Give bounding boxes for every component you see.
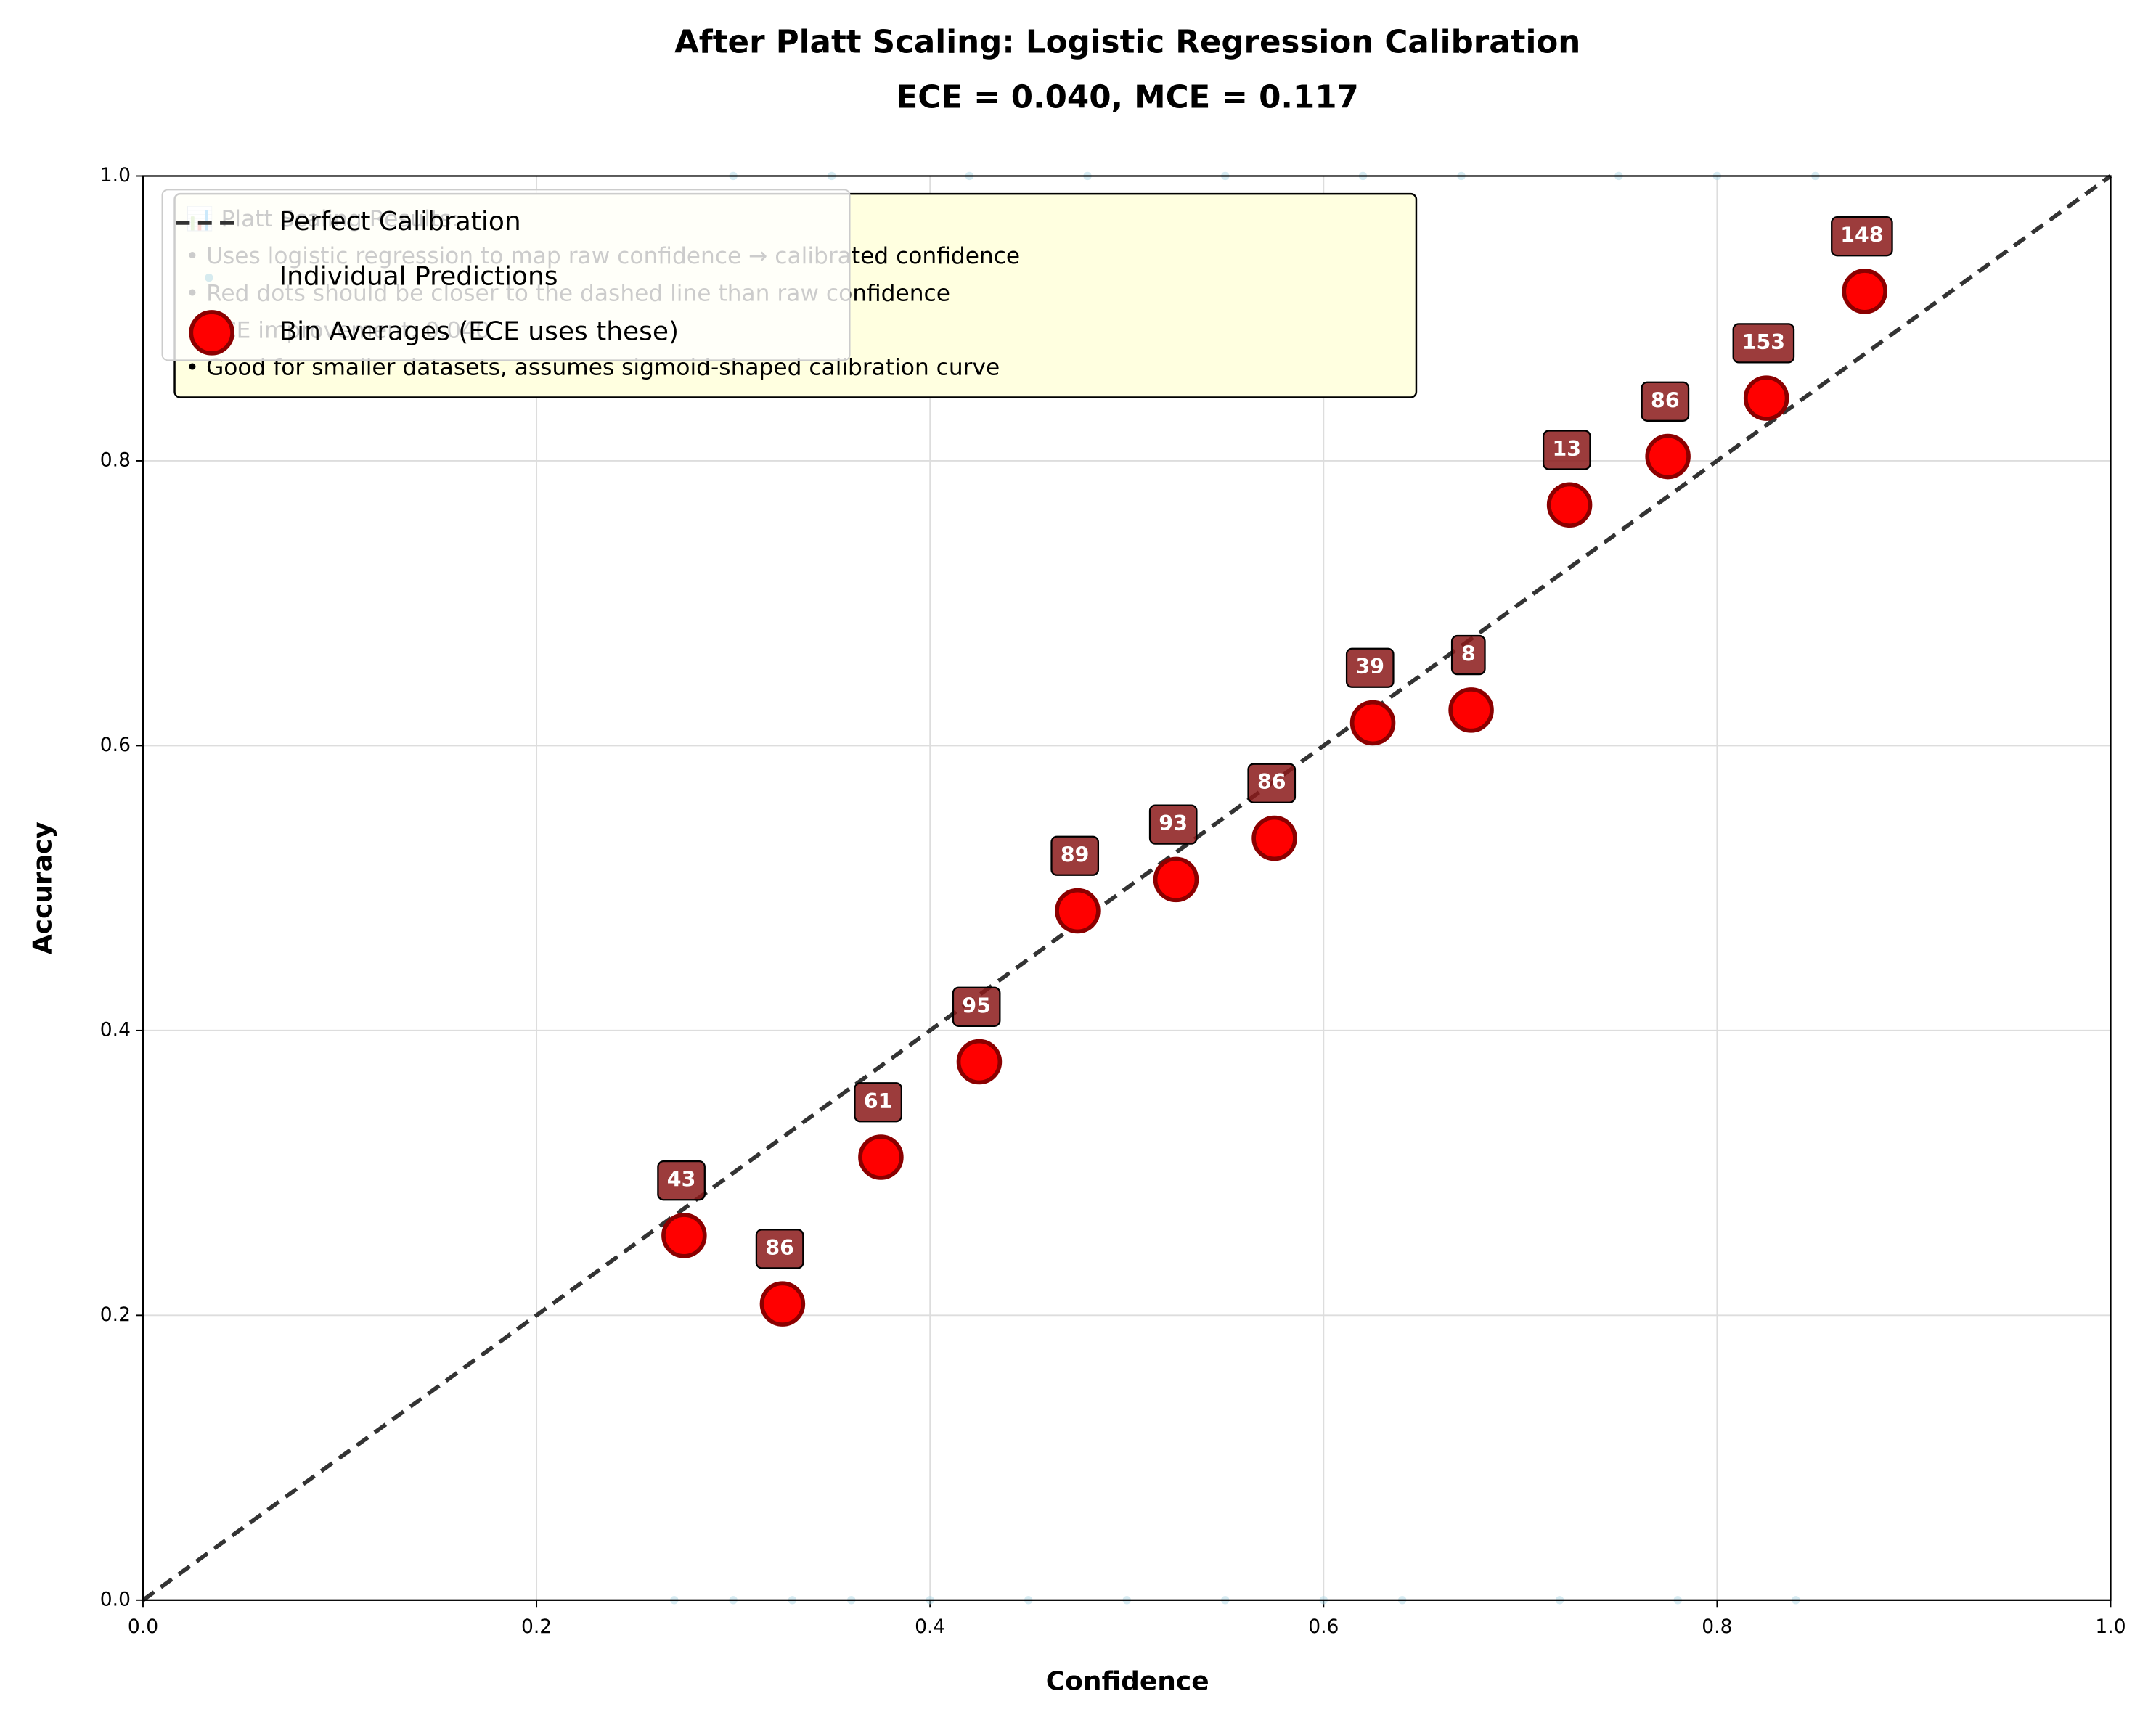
count-label-box <box>1732 323 1795 364</box>
count-label: 13 <box>1553 437 1582 461</box>
bin-average <box>1842 269 1887 314</box>
count-label: 39 <box>1356 655 1385 679</box>
y-tick-label: 0.4 <box>100 1018 131 1041</box>
legend-swatch <box>205 273 213 282</box>
x-tick-label: 0.6 <box>1308 1616 1339 1638</box>
count-label-box <box>1247 763 1297 803</box>
count-label: 95 <box>962 994 991 1017</box>
count-label: 61 <box>864 1089 893 1113</box>
count-label: 153 <box>1742 330 1785 354</box>
legend-label: Perfect Calibration <box>279 207 521 237</box>
count-label: 86 <box>1651 388 1680 412</box>
count-label-box <box>1450 634 1486 676</box>
bin-average <box>1153 856 1199 903</box>
x-tick-label: 0.8 <box>1702 1616 1732 1638</box>
bin-average <box>661 1213 707 1258</box>
bin-average <box>759 1281 806 1327</box>
count-label-box <box>952 986 1001 1027</box>
legend-label: Bin Averages (ECE uses these) <box>279 316 679 346</box>
count-label-box <box>1148 804 1198 845</box>
bin-average <box>1645 433 1691 480</box>
count-label-box <box>1831 216 1893 257</box>
count-label: 86 <box>765 1236 794 1260</box>
x-tick-label: 0.2 <box>521 1616 552 1638</box>
y-tick-label: 0.8 <box>100 449 131 471</box>
bin-average <box>1448 687 1494 733</box>
count-label: 43 <box>667 1168 696 1192</box>
bin-average <box>1546 482 1593 528</box>
count-label-box <box>1542 430 1591 470</box>
bin-average <box>858 1134 904 1180</box>
count-label: 86 <box>1257 770 1286 794</box>
x-axis-label: Confidence <box>1046 1666 1209 1696</box>
count-label: 8 <box>1461 642 1476 666</box>
plot-frame <box>142 175 2112 1601</box>
count-label-box <box>854 1082 902 1123</box>
bin-average <box>1743 375 1789 421</box>
count-label-box <box>657 1160 706 1201</box>
y-tick-label: 1.0 <box>100 164 131 187</box>
chart-title: After Platt Scaling: Logistic Regression… <box>674 25 1580 61</box>
bin-average <box>1251 815 1297 861</box>
bin-average <box>956 1039 1003 1085</box>
count-label: 148 <box>1840 224 1883 247</box>
x-tick-label: 1.0 <box>2095 1616 2126 1638</box>
count-label-box <box>1641 381 1690 422</box>
legend-box <box>161 189 851 361</box>
y-tick-label: 0.2 <box>100 1303 131 1326</box>
count-label-box <box>755 1229 804 1269</box>
x-tick-label: 0.4 <box>915 1616 945 1638</box>
chart-subtitle: ECE = 0.040, MCE = 0.117 <box>897 79 1359 115</box>
y-tick-label: 0.0 <box>100 1588 131 1610</box>
count-label: 89 <box>1061 843 1090 867</box>
count-label: 93 <box>1159 811 1188 835</box>
bin-average <box>1349 700 1396 746</box>
legend-swatch <box>189 310 234 356</box>
count-label-box <box>1050 835 1100 876</box>
count-label-box <box>1345 647 1395 688</box>
bin-average <box>1055 888 1101 934</box>
x-tick-label: 0.0 <box>128 1616 158 1638</box>
y-tick-label: 0.6 <box>100 734 131 756</box>
legend-label: Individual Predictions <box>279 262 558 292</box>
y-axis-label: Accuracy <box>28 822 58 954</box>
